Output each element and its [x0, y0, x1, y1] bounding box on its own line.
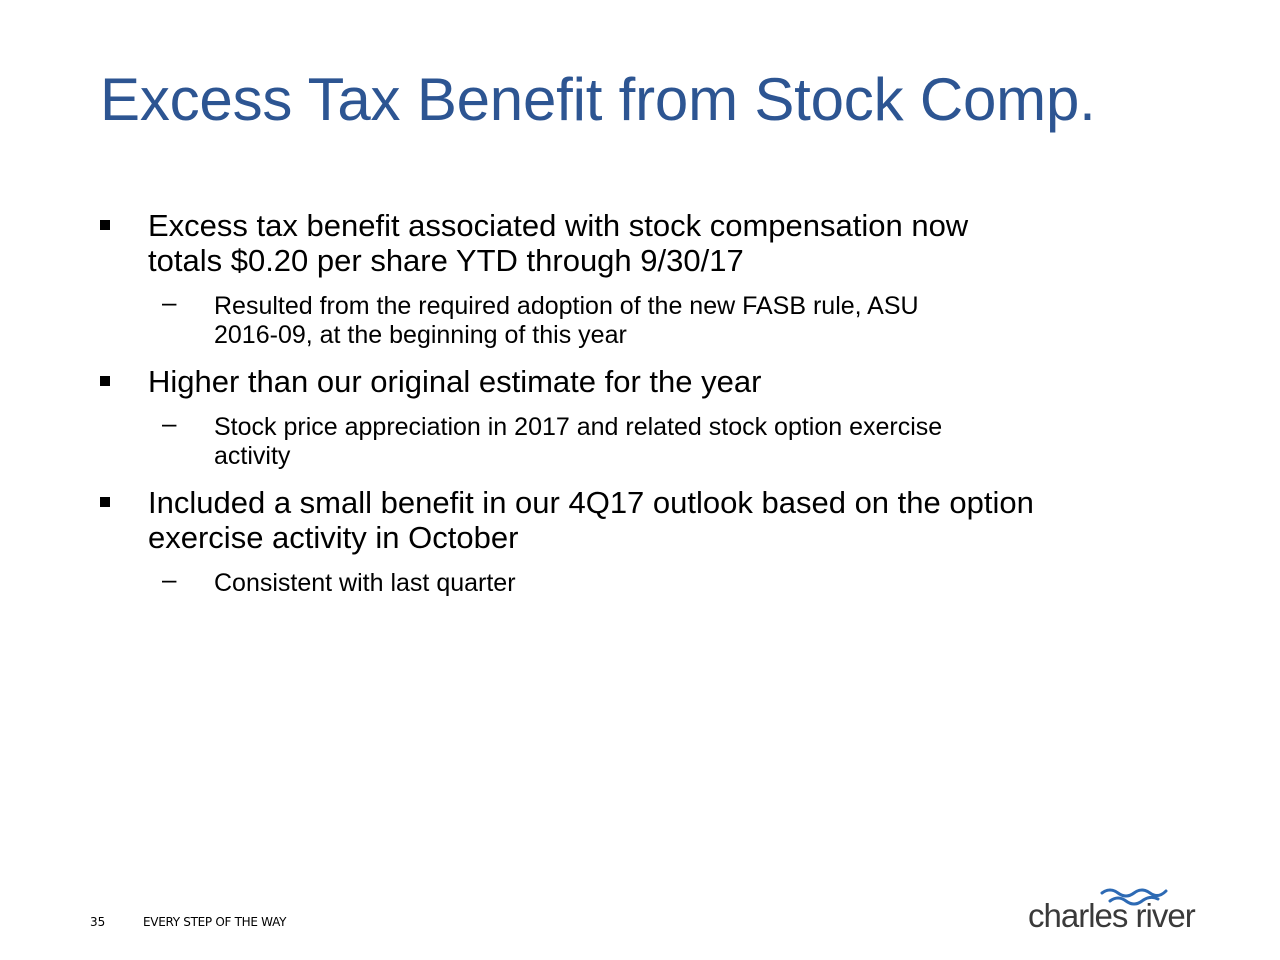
company-logo: charles river [1022, 885, 1212, 937]
slide-title: Excess Tax Benefit from Stock Comp. [100, 66, 1096, 133]
bullet-text-line: Higher than our original estimate for th… [148, 364, 762, 399]
bullet-text-line: totals $0.20 per share YTD through 9/30/… [148, 243, 744, 278]
sub-bullet-text-line: Stock price appreciation in 2017 and rel… [214, 413, 943, 441]
dash-bullet-icon: – [162, 564, 177, 594]
bullet-text-line: exercise activity in October [148, 520, 519, 555]
sub-bullet-item: – Consistent with last quarter [100, 565, 1220, 598]
dash-bullet-icon: – [162, 287, 177, 317]
sub-bullet-text-line: Consistent with last quarter [214, 569, 516, 597]
square-bullet-icon [100, 376, 110, 386]
footer-tagline: EVERY STEP OF THE WAY [143, 915, 287, 929]
dash-bullet-icon: – [162, 408, 177, 438]
sub-bullet-item: – Stock price appreciation in 2017 and r… [100, 409, 1220, 471]
waves-logo-icon [1100, 888, 1168, 906]
bullet-text-line: Excess tax benefit associated with stock… [148, 208, 969, 243]
logo-wordmark: charles river [1028, 897, 1196, 934]
sub-bullet-item: – Resulted from the required adoption of… [100, 288, 1220, 350]
bullet-item: Higher than our original estimate for th… [100, 364, 1220, 399]
square-bullet-icon [100, 497, 110, 507]
bullet-list: Excess tax benefit associated with stock… [100, 208, 1220, 598]
page-number: 35 [90, 915, 106, 929]
sub-bullet-text-line: 2016-09, at the beginning of this year [214, 321, 627, 349]
sub-bullet-text-line: Resulted from the required adoption of t… [214, 292, 919, 320]
bullet-text-line: Included a small benefit in our 4Q17 out… [148, 485, 1034, 520]
sub-bullet-text-line: activity [214, 442, 291, 470]
bullet-item: Included a small benefit in our 4Q17 out… [100, 485, 1220, 555]
bullet-item: Excess tax benefit associated with stock… [100, 208, 1220, 278]
square-bullet-icon [100, 220, 110, 230]
